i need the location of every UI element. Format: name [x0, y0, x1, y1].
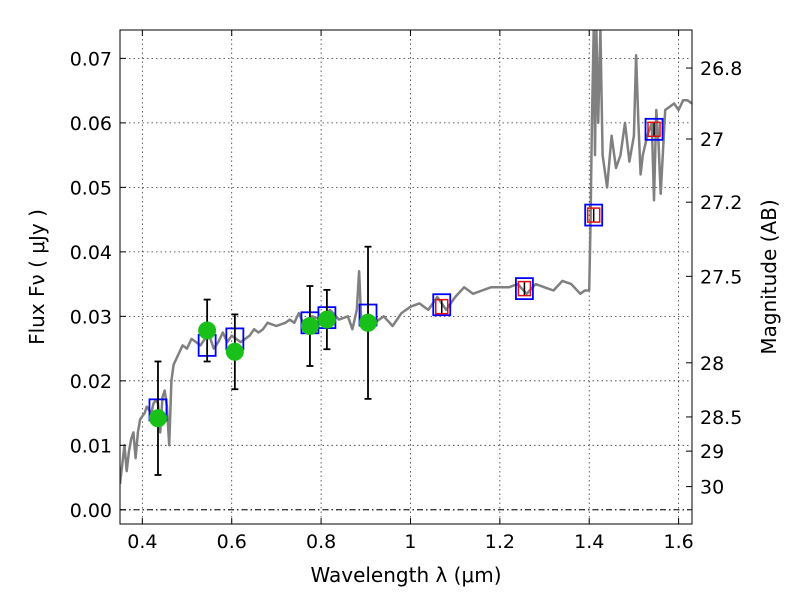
y-tick-label: 0.05	[70, 177, 112, 199]
y-tick-label: 0.02	[70, 371, 112, 393]
model-photometry-box	[432, 293, 452, 317]
y-tick-label: 0.03	[70, 306, 112, 328]
photometry-point	[148, 409, 167, 428]
photometry-point	[225, 342, 244, 361]
x-tick-label: 1	[404, 531, 416, 553]
y-tick-label: 0.00	[70, 500, 112, 522]
x-tick-label: 1.2	[485, 531, 515, 553]
axis-ticks: 0.4 0.6 0.8 1 1.2 1.4 1.6 0.00 0.01 0.02 0.03 0.04 0…	[70, 30, 742, 553]
ir-photometry-box	[517, 280, 532, 297]
plot-area-background	[120, 30, 692, 524]
x-tick-label: 1.6	[663, 531, 693, 553]
ir-photometry-box	[435, 298, 449, 315]
mag-tick-label: 29	[700, 441, 724, 463]
plot-contents	[120, 30, 692, 511]
mag-tick-label: 27	[700, 129, 724, 151]
x-tick-label: 0.4	[127, 531, 157, 553]
x-tick-label: 1.4	[574, 531, 604, 553]
ir-photometry-box	[586, 207, 601, 223]
model-photometry-box	[584, 203, 604, 227]
photometry-point	[359, 313, 378, 332]
y-axis-label: Flux Fν ( μJy )	[25, 209, 49, 345]
mag-tick-label: 28	[700, 353, 724, 375]
photometry-point	[317, 310, 336, 329]
x-axis-label: Wavelength λ (μm)	[310, 563, 501, 587]
ir-photometry-box	[647, 121, 661, 138]
y-tick-label: 0.06	[70, 113, 112, 135]
mag-tick-label: 27.2	[700, 192, 742, 214]
model-photometry-box	[644, 117, 664, 141]
y-tick-label: 0.07	[70, 48, 112, 70]
plot-frame	[119, 29, 693, 525]
mag-tick-label: 28.5	[700, 407, 742, 429]
x-tick-label: 0.6	[217, 531, 247, 553]
y-tick-label: 0.01	[70, 435, 112, 457]
mag-tick-label: 30	[700, 477, 724, 499]
y-tick-label: 0.04	[70, 242, 112, 264]
photometry-point	[300, 317, 319, 336]
photometry-point	[198, 321, 217, 340]
mag-tick-label: 26.8	[700, 58, 742, 80]
model-photometry-box	[515, 277, 534, 301]
mag-tick-label: 27.5	[700, 266, 742, 288]
x-tick-label: 0.8	[306, 531, 336, 553]
secondary-y-axis-label: Magnitude (AB)	[757, 199, 781, 354]
